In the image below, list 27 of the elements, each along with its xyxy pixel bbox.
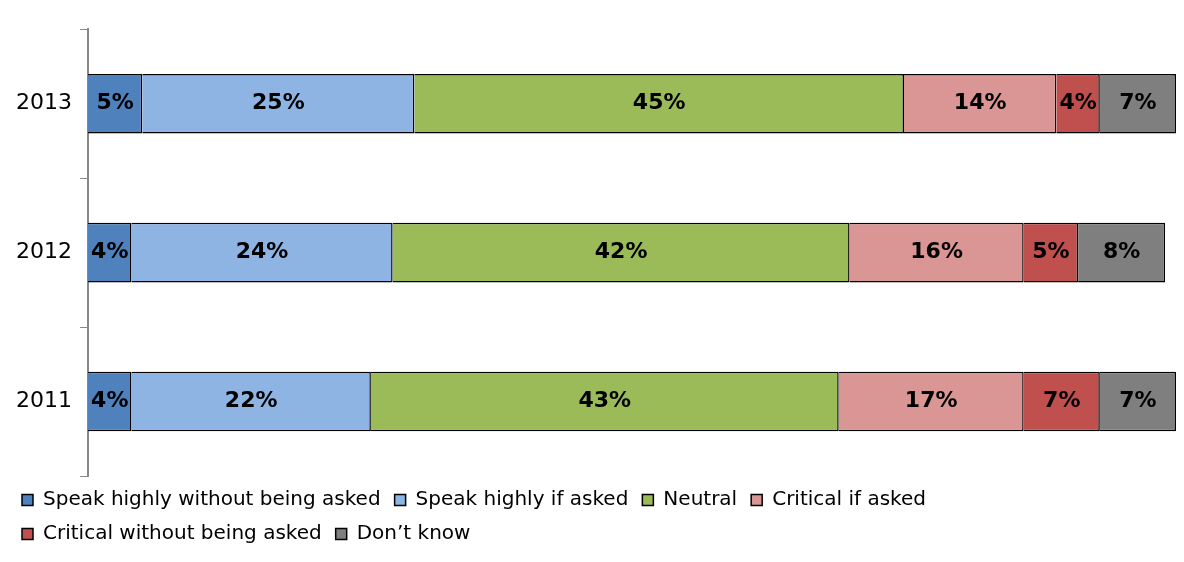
y-tick-label: 2012 bbox=[15, 238, 72, 264]
data-label: 7% bbox=[1043, 387, 1081, 413]
data-label: 4% bbox=[1059, 89, 1097, 115]
data-label: 7% bbox=[1119, 89, 1157, 115]
y-tick-label: 2013 bbox=[15, 89, 72, 115]
data-label: 25% bbox=[252, 89, 305, 115]
data-label: 17% bbox=[904, 387, 958, 413]
legend-label: Critical if asked bbox=[772, 486, 926, 511]
data-label: 42% bbox=[594, 238, 648, 264]
legend-label: Speak highly if asked bbox=[415, 486, 629, 511]
legend-label: Neutral bbox=[663, 486, 738, 511]
data-label: 5% bbox=[1032, 238, 1070, 264]
data-label: 45% bbox=[632, 89, 686, 115]
data-label: 4% bbox=[91, 238, 129, 264]
legend-label: Critical without being asked bbox=[43, 520, 322, 545]
data-label: 22% bbox=[224, 387, 278, 413]
data-label: 5% bbox=[96, 89, 134, 115]
legend-label: Speak highly without being asked bbox=[43, 486, 381, 511]
data-label: 4% bbox=[91, 387, 129, 413]
data-label: 43% bbox=[578, 387, 632, 413]
data-label: 7% bbox=[1119, 387, 1157, 413]
data-label: 14% bbox=[953, 89, 1007, 115]
data-label: 16% bbox=[910, 238, 963, 264]
legend-label: Don’t know bbox=[356, 520, 471, 545]
y-tick-label: 2011 bbox=[15, 387, 72, 413]
data-label: 8% bbox=[1102, 238, 1141, 264]
data-label: 24% bbox=[235, 238, 289, 264]
